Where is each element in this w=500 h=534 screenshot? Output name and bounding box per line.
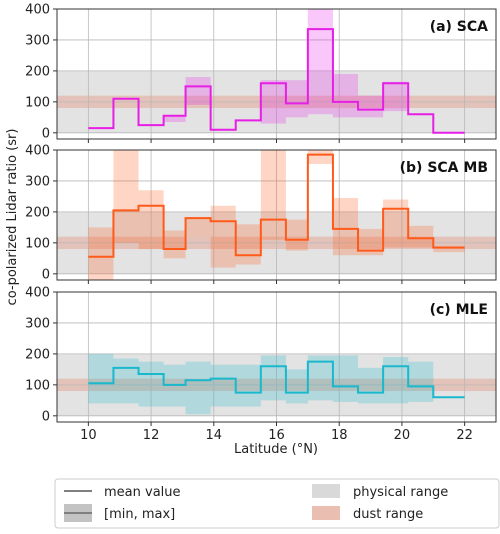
minmax-box	[285, 219, 308, 251]
panel-1	[57, 9, 496, 139]
minmax-box	[260, 355, 286, 401]
y-tick-label: 0	[42, 409, 50, 424]
minmax-box	[307, 355, 333, 401]
minmax-box	[260, 80, 286, 124]
mean-step-line	[88, 360, 465, 399]
minmax-box	[285, 369, 308, 404]
mean-step-line	[88, 153, 465, 258]
minmax-box	[260, 150, 286, 240]
minmax-box	[88, 227, 114, 280]
y-tick-label: 400	[25, 144, 50, 159]
panel-title: (b) SCA MB	[400, 160, 488, 176]
minmax-box	[185, 218, 211, 237]
minmax-box	[185, 77, 211, 105]
minmax-box	[307, 150, 333, 164]
minmax-box	[138, 190, 164, 250]
x-tick-label: 18	[331, 428, 348, 443]
minmax-box	[383, 81, 409, 112]
y-tick-label: 300	[25, 33, 50, 48]
minmax-box	[138, 361, 164, 407]
x-tick-label: 12	[143, 428, 160, 443]
minmax-box	[113, 150, 139, 243]
minmax-box	[307, 9, 333, 115]
y-tick-label: 400	[25, 286, 50, 301]
y-axis-label: co-polarized Lidar ratio (sr)	[5, 129, 20, 306]
panel-2	[57, 150, 496, 280]
y-tick-label: 300	[25, 174, 50, 189]
y-tick-label: 200	[25, 347, 50, 362]
minmax-box	[163, 115, 186, 122]
legend-frame	[54, 478, 500, 529]
minmax-box	[332, 74, 359, 118]
minmax-box	[383, 199, 409, 248]
x-tick-label: 16	[268, 428, 285, 443]
y-tick-label: 0	[42, 126, 50, 141]
y-tick-label: 0	[42, 267, 50, 282]
y-tick-label: 200	[25, 64, 50, 79]
minmax-box	[88, 353, 114, 404]
legend: mean value [min, max] physical range dus…	[54, 478, 500, 529]
y-tick-label: 400	[25, 3, 50, 18]
minmax-box	[332, 355, 359, 402]
minmax-box	[433, 247, 465, 253]
panels-layer: 0 100 200 300 400 (a) SCA 0 100 200 300 400 (b) SCA…	[25, 3, 497, 426]
minmax-box	[185, 361, 211, 415]
x-tick-labels: 10 12 14 16 18 20 22	[80, 428, 473, 443]
legend-physical-label: physical range	[353, 485, 448, 500]
minmax-box	[235, 224, 261, 265]
minmax-box	[332, 197, 359, 256]
minmax-box	[210, 205, 236, 268]
y-tick-label: 100	[25, 378, 50, 393]
minmax-box	[408, 361, 434, 402]
mean-step-line	[88, 28, 465, 134]
panel-3	[57, 292, 496, 422]
x-tick-label: 22	[456, 428, 473, 443]
y-tick-label: 100	[25, 236, 50, 251]
minmax-box	[235, 364, 261, 407]
legend-dust-swatch	[312, 506, 340, 520]
legend-physical-swatch	[312, 484, 340, 498]
y-tick-label: 300	[25, 316, 50, 331]
minmax-box	[383, 357, 409, 404]
minmax-box	[113, 358, 139, 404]
legend-minmax-label: [min, max]	[104, 507, 175, 522]
panel-title: (c) MLE	[430, 302, 488, 318]
x-tick-label: 14	[206, 428, 223, 443]
minmax-box	[358, 367, 384, 404]
minmax-box	[358, 95, 384, 118]
x-tick-label: 20	[394, 428, 411, 443]
legend-dust-label: dust range	[353, 507, 423, 522]
panel-title: (a) SCA	[430, 19, 488, 35]
minmax-box	[210, 364, 236, 407]
minmax-box	[163, 230, 186, 259]
minmax-box	[285, 80, 308, 118]
x-axis-label: Latitude (°N)	[234, 442, 318, 457]
legend-mean-label: mean value	[104, 485, 181, 500]
minmax-box	[408, 225, 434, 248]
y-tick-label: 100	[25, 95, 50, 110]
y-tick-label: 200	[25, 205, 50, 220]
x-tick-label: 10	[80, 428, 97, 443]
